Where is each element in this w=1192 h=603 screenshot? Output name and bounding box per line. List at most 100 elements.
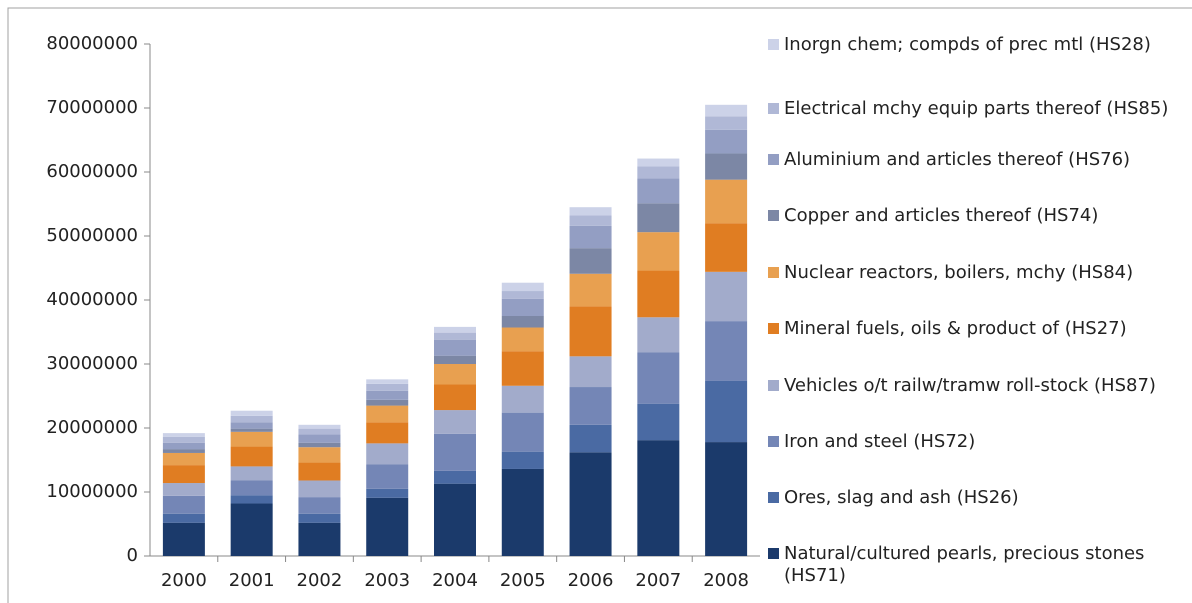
bar-segment: [298, 428, 341, 435]
bar-segment: [705, 380, 748, 443]
bar-segment: [162, 483, 205, 496]
x-tick-label: 2004: [432, 570, 478, 591]
y-tick-label: 70000000: [46, 97, 138, 118]
legend-swatch: [768, 323, 779, 334]
legend-swatch: [768, 492, 779, 503]
legend-item: Ores, slag and ash (HS26): [768, 487, 1188, 509]
bar-segment: [298, 442, 341, 448]
bar-segment: [230, 466, 273, 481]
bar-segment: [637, 403, 680, 441]
bar-segment: [501, 451, 544, 469]
bar-segment: [637, 317, 680, 353]
x-tick-label: 2005: [500, 570, 546, 591]
bar-segment: [230, 410, 273, 416]
legend-label: Nuclear reactors, boilers, mchy (HS84): [784, 262, 1134, 283]
bar-segment: [705, 442, 748, 556]
legend-label: Electrical mchy equip parts thereof (HS8…: [784, 98, 1169, 119]
bar-segment: [298, 462, 341, 481]
legend-swatch: [768, 210, 779, 221]
bar-segment: [637, 158, 680, 167]
bar-segment: [637, 270, 680, 318]
bar-segment: [230, 446, 273, 467]
bar-segment: [569, 356, 612, 388]
x-tick-label: 2001: [229, 570, 275, 591]
bar-segment: [705, 271, 748, 322]
bar-segment: [366, 464, 409, 489]
legend-label: Vehicles o/t railw/tramw roll-stock (HS8…: [784, 375, 1156, 396]
bar-segment: [162, 522, 205, 556]
bar-segment: [569, 387, 612, 425]
bar-segment: [366, 488, 409, 498]
y-tick-label: 20000000: [46, 417, 138, 438]
legend-label: Natural/cultured pearls, precious stones…: [784, 543, 1145, 586]
legend-item: Aluminium and articles thereof (HS76): [768, 149, 1188, 171]
y-tick-label: 80000000: [46, 33, 138, 54]
bar-segment: [434, 355, 476, 364]
x-tick-label: 2008: [703, 570, 749, 591]
legend-swatch: [768, 380, 779, 391]
bar-segment: [569, 225, 612, 249]
x-tick-label: 2002: [297, 570, 343, 591]
bar-segment: [637, 178, 680, 204]
legend-swatch: [768, 436, 779, 447]
bar-segment: [366, 405, 409, 423]
bar-segment: [569, 248, 612, 274]
legend-item: Iron and steel (HS72): [768, 431, 1188, 453]
bar-segment: [298, 522, 341, 556]
bar-segment: [434, 326, 476, 333]
bar-segment: [637, 166, 680, 179]
y-tick-label: 30000000: [46, 353, 138, 374]
bar-segment: [298, 497, 341, 514]
bar-segment: [298, 513, 341, 523]
y-tick-label: 40000000: [46, 289, 138, 310]
bar-segment: [434, 332, 476, 340]
bar-segment: [298, 424, 341, 429]
bar-segment: [569, 306, 612, 357]
bar-segment: [501, 291, 544, 299]
bar-segment: [705, 153, 748, 180]
bar-segment: [705, 129, 748, 154]
bar-segment: [434, 410, 476, 434]
y-tick-label: 10000000: [46, 481, 138, 502]
legend-swatch: [768, 103, 779, 114]
bar-segment: [230, 495, 273, 504]
bar-segment: [162, 436, 205, 443]
bar-segment: [230, 431, 273, 447]
legend-swatch: [768, 39, 779, 50]
legend-swatch: [768, 267, 779, 278]
bar-segment: [501, 468, 544, 556]
legend-label: Inorgn chem; compds of prec mtl (HS28): [784, 34, 1151, 55]
legend-item: Natural/cultured pearls, precious stones…: [768, 543, 1188, 587]
bar-segment: [569, 215, 612, 226]
bar-segment: [162, 442, 205, 450]
bar-segment: [230, 480, 273, 496]
legend-item: Electrical mchy equip parts thereof (HS8…: [768, 98, 1188, 120]
bar-segment: [637, 203, 680, 233]
bar-segment: [637, 440, 680, 556]
bar-segment: [705, 116, 748, 130]
bar-segment: [705, 179, 748, 224]
bar-segment: [434, 433, 476, 471]
bar-segment: [366, 383, 409, 391]
bar-segment: [366, 443, 409, 465]
bar-segment: [637, 352, 680, 404]
x-tick-label: 2007: [635, 570, 681, 591]
bar-segment: [366, 399, 409, 406]
bar-segment: [162, 433, 205, 437]
bar-segment: [434, 339, 476, 356]
bar-segment: [434, 364, 476, 385]
chart-border: [7, 7, 1192, 603]
legend-swatch: [768, 548, 779, 559]
bar-segment: [162, 513, 205, 523]
y-tick-label: 0: [127, 545, 138, 566]
bar-segment: [569, 424, 612, 453]
x-tick-label: 2000: [161, 570, 207, 591]
y-tick-label: 60000000: [46, 161, 138, 182]
bar-segment: [162, 449, 205, 453]
legend-item: Inorgn chem; compds of prec mtl (HS28): [768, 34, 1188, 56]
bar-segment: [298, 447, 341, 463]
bar-segment: [637, 232, 680, 271]
bar-segment: [162, 495, 205, 514]
bar-segment: [434, 470, 476, 484]
legend-label: Copper and articles thereof (HS74): [784, 205, 1099, 226]
